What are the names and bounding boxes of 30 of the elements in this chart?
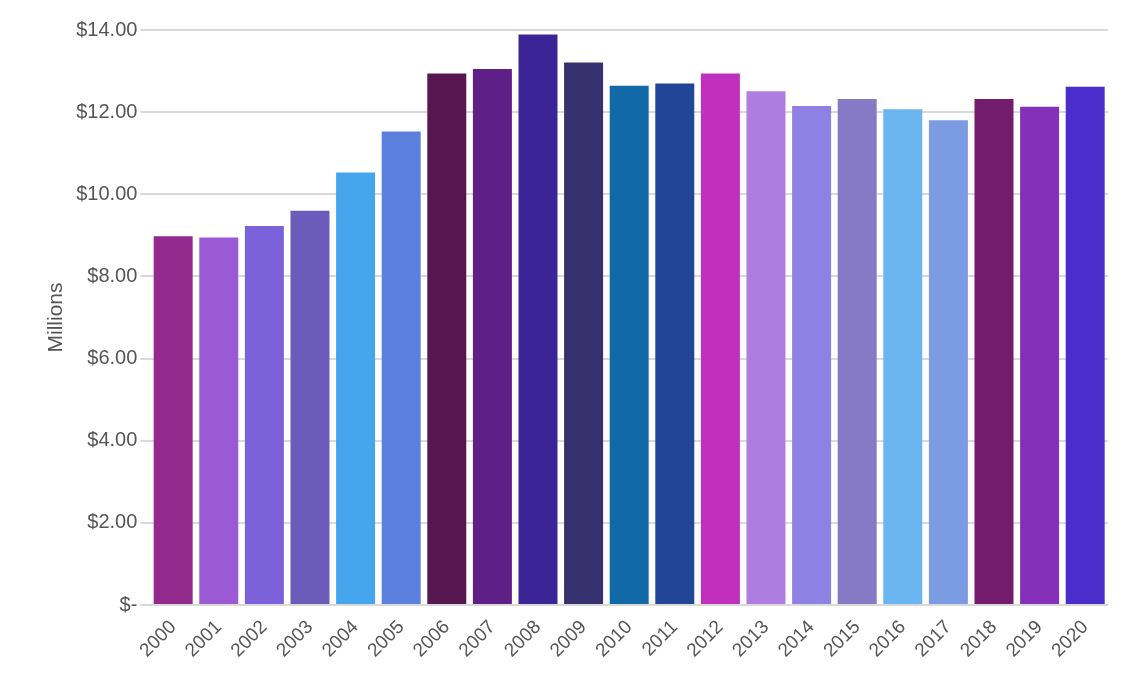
bar [928, 120, 968, 604]
y-tick-label: $2.00 [87, 510, 138, 533]
bar [336, 172, 376, 604]
bar [427, 73, 467, 604]
bar [1020, 106, 1060, 604]
y-tick-label: $4.00 [87, 428, 138, 451]
y-tick-label: $14.00 [76, 17, 138, 40]
bar [244, 225, 284, 604]
y-tick-label: $- [119, 592, 138, 615]
y-tick-label: $6.00 [87, 346, 138, 369]
bar [290, 210, 330, 604]
bar [883, 109, 923, 604]
bar [1065, 86, 1105, 604]
bar [153, 236, 193, 604]
bar [609, 85, 649, 604]
bar [564, 62, 604, 604]
bar [472, 69, 512, 604]
bar [746, 91, 786, 604]
y-axis-title: Millions [43, 282, 67, 353]
bar [518, 34, 558, 604]
y-tick-label: $12.00 [76, 99, 138, 122]
bar [655, 83, 695, 604]
bar [792, 105, 832, 604]
y-tick-label: $8.00 [87, 263, 138, 286]
y-tick-label: $10.00 [76, 181, 138, 204]
bar [974, 99, 1014, 604]
bar [381, 131, 421, 604]
bar [700, 73, 740, 604]
bar [199, 237, 239, 604]
bar [837, 99, 877, 604]
